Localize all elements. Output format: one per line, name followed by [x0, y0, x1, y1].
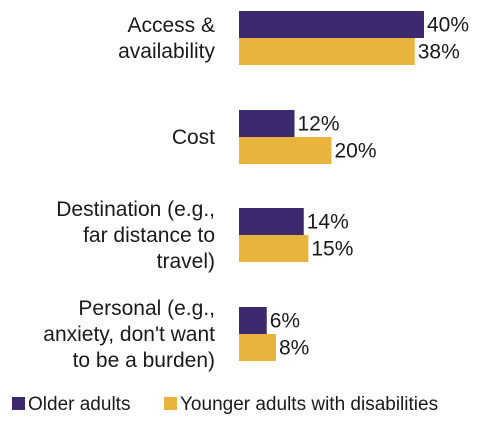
legend-label-younger: Younger adults with disabilities	[180, 394, 438, 415]
bar-older-1	[239, 110, 295, 137]
legend-swatch-younger	[164, 397, 177, 410]
category-labels-group: Access & availability Cost Destination (e.g…	[43, 14, 215, 372]
category-label-1: Cost	[172, 126, 215, 149]
bar-younger-2	[239, 235, 309, 262]
category-label-3: Personal (e.g., anxiety, don't want to be …	[43, 297, 215, 372]
value-labels-group: 40% 38% 12% 20% 14% 15% 6% 8%	[270, 14, 469, 360]
value-label-older-2: 14%	[307, 211, 349, 234]
bar-older-2	[239, 208, 304, 235]
value-label-younger-1: 20%	[335, 140, 377, 163]
bar-younger-3	[239, 334, 276, 361]
legend-label-older: Older adults	[28, 394, 130, 415]
bar-younger-1	[239, 137, 332, 164]
category-label-0: Access & availability	[118, 14, 215, 63]
value-label-younger-3: 8%	[279, 337, 309, 360]
bar-younger-0	[239, 38, 415, 65]
legend-swatch-older	[12, 397, 25, 410]
bar-older-3	[239, 307, 267, 334]
legend: Older adults Younger adults with disabili…	[12, 394, 438, 415]
value-label-older-1: 12%	[298, 113, 340, 136]
value-label-younger-2: 15%	[311, 238, 353, 261]
category-label-2: Destination (e.g., far distance to travel)	[56, 198, 215, 273]
value-label-younger-0: 38%	[418, 41, 460, 64]
value-label-older-3: 6%	[270, 310, 300, 333]
bars-group	[239, 11, 424, 361]
bar-older-0	[239, 11, 424, 38]
value-label-older-0: 40%	[427, 14, 469, 37]
